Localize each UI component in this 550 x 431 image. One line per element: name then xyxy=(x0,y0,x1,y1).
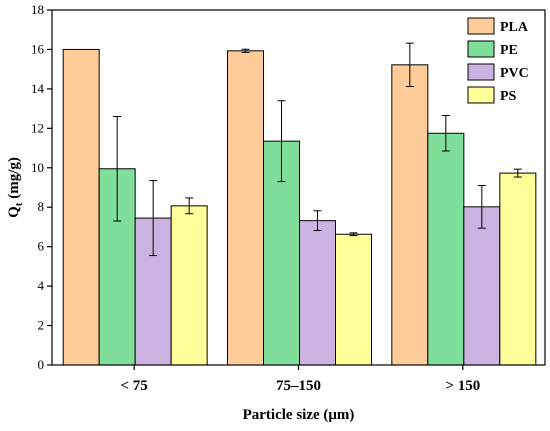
x-tick-label: < 75 xyxy=(121,378,148,394)
bar xyxy=(463,206,501,366)
bar xyxy=(335,233,372,366)
legend-label: PE xyxy=(500,43,518,58)
x-tick-label: > 150 xyxy=(445,378,480,394)
bar xyxy=(391,64,429,366)
y-axis-title-subscript: t xyxy=(13,202,25,206)
legend-swatch xyxy=(467,17,495,35)
x-axis-title: Particle size (μm) xyxy=(243,407,355,423)
y-tick-label: 6 xyxy=(38,239,45,254)
legend-label: PS xyxy=(500,89,517,104)
bar xyxy=(227,50,264,366)
bar xyxy=(427,132,465,366)
bar xyxy=(299,220,336,366)
legend-swatch xyxy=(467,40,495,58)
y-tick-label: 2 xyxy=(38,318,45,333)
y-tick-label: 4 xyxy=(38,278,45,293)
error-bars-layer xyxy=(113,42,522,257)
y-tick-label: 18 xyxy=(31,2,44,17)
legend-swatch xyxy=(467,63,495,81)
y-axis-title: Qt (mg/g) xyxy=(6,157,25,218)
legend-swatch xyxy=(467,86,495,104)
y-tick-label: 8 xyxy=(38,199,45,214)
legend: PLA PE PVC PS xyxy=(467,17,529,104)
legend-label: PVC xyxy=(500,66,529,81)
y-tick-label: 14 xyxy=(31,81,45,96)
bar xyxy=(499,172,537,366)
bars-layer xyxy=(62,48,537,366)
bar xyxy=(170,205,208,366)
y-tick-label: 0 xyxy=(38,357,45,372)
y-axis-title-unit: (mg/g) xyxy=(6,157,22,202)
x-ticks: < 75 75–150 > 150 xyxy=(121,365,480,394)
x-tick-label: 75–150 xyxy=(276,378,321,394)
y-axis-title-main: Q xyxy=(6,206,22,218)
legend-label: PLA xyxy=(500,20,529,35)
y-tick-label: 16 xyxy=(31,41,45,56)
y-tick-label: 12 xyxy=(31,120,44,135)
y-ticks: 0 2 4 6 8 10 12 14 16 18 xyxy=(31,2,52,372)
y-tick-label: 10 xyxy=(31,160,44,175)
bar xyxy=(62,48,100,366)
